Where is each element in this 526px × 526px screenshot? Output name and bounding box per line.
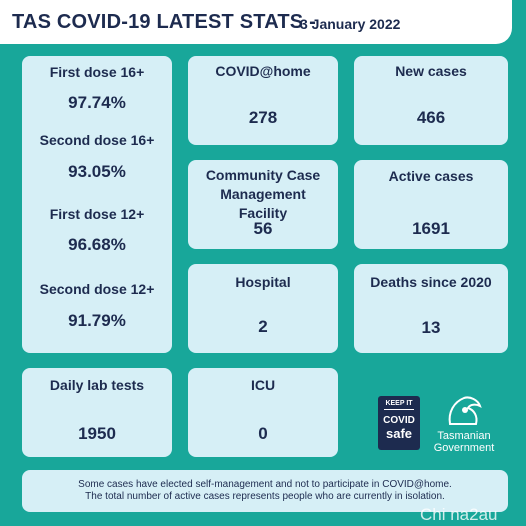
stat-value: 56 [253,219,273,238]
vaccination-card: First dose 16+ 97.74% Second dose 16+ 93… [22,56,172,353]
stat-card: COVID@home 278 [188,56,338,145]
footer-line: Some cases have elected self-management … [78,479,452,490]
stat-value: 2 [258,317,268,336]
stat-card: Daily lab tests 1950 [22,368,172,457]
stat-value: 0 [258,424,268,443]
gov-line: Government [433,442,495,454]
stat-card: Community Case Management Facility 56 [188,160,338,249]
stat-value: 278 [248,108,278,127]
logo-text: KEEP IT [384,400,414,410]
logo-text: safe [385,426,413,441]
stat-card: ICU 0 [188,368,338,457]
stat-card: Active cases 1691 [354,160,508,249]
stat-value: 91.79% [68,311,126,330]
date: 3 January 2022 [300,16,401,32]
stat-label: Active cases [388,168,474,184]
stat-label: New cases [395,63,467,79]
stat-label: Daily lab tests [49,377,145,393]
stat-label: First dose 12+ [49,206,145,222]
stat-card: Deaths since 2020 13 [354,264,508,353]
stat-label: Second dose 12+ [39,281,155,297]
stat-value: 466 [416,108,446,127]
gov-line: Tasmanian [437,430,491,442]
gov-emblem [448,396,482,425]
stat-card: New cases 466 [354,56,508,145]
stat-label: Deaths since 2020 [370,274,492,290]
covid-safe-logo: KEEP IT COVID safe [378,396,420,450]
stat-value: 1691 [412,219,450,238]
watermark: Chi na2au [420,505,498,524]
footer-card: Some cases have elected self-management … [22,470,508,512]
stat-card: Hospital 2 [188,264,338,353]
stat-label: First dose 16+ [49,64,145,80]
emblem-dot [462,407,468,413]
stat-value: 93.05% [68,162,126,181]
stat-value: 13 [421,318,441,337]
gov-text: Tasmanian Government [428,430,500,454]
stat-label: Community Case Management Facility [205,167,321,221]
stat-label: ICU [250,377,276,393]
logo-text: COVID [383,415,415,426]
emblem-shape [448,396,482,425]
stat-label: Hospital [235,274,291,290]
stat-value: 96.68% [68,235,126,254]
title: TAS COVID-19 LATEST STATS - [12,11,316,33]
header-banner: TAS COVID-19 LATEST STATS - 3 January 20… [0,0,512,44]
stat-value: 97.74% [68,93,126,112]
stat-value: 1950 [78,424,116,443]
footer-line: The total number of active cases represe… [85,491,445,502]
stat-label: COVID@home [215,63,311,79]
stat-label: Second dose 16+ [39,132,155,148]
